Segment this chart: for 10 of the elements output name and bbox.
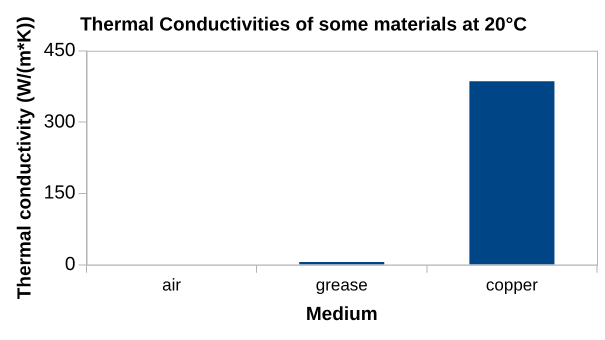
x-tick-label: air bbox=[162, 276, 182, 295]
y-tick-label: 0 bbox=[64, 254, 76, 276]
x-axis-title: Medium bbox=[306, 304, 378, 325]
chart-title: Thermal Conductivities of some materials at 20°C bbox=[80, 14, 528, 36]
y-tick-label: 450 bbox=[44, 40, 76, 62]
x-tick-label: copper bbox=[486, 276, 538, 295]
y-axis-title: Thermal conductivity (W/(m*K)) bbox=[14, 16, 36, 300]
y-tick-label: 150 bbox=[44, 182, 76, 204]
x-tick-label: grease bbox=[316, 276, 368, 295]
y-tick-label: 300 bbox=[44, 111, 76, 132]
